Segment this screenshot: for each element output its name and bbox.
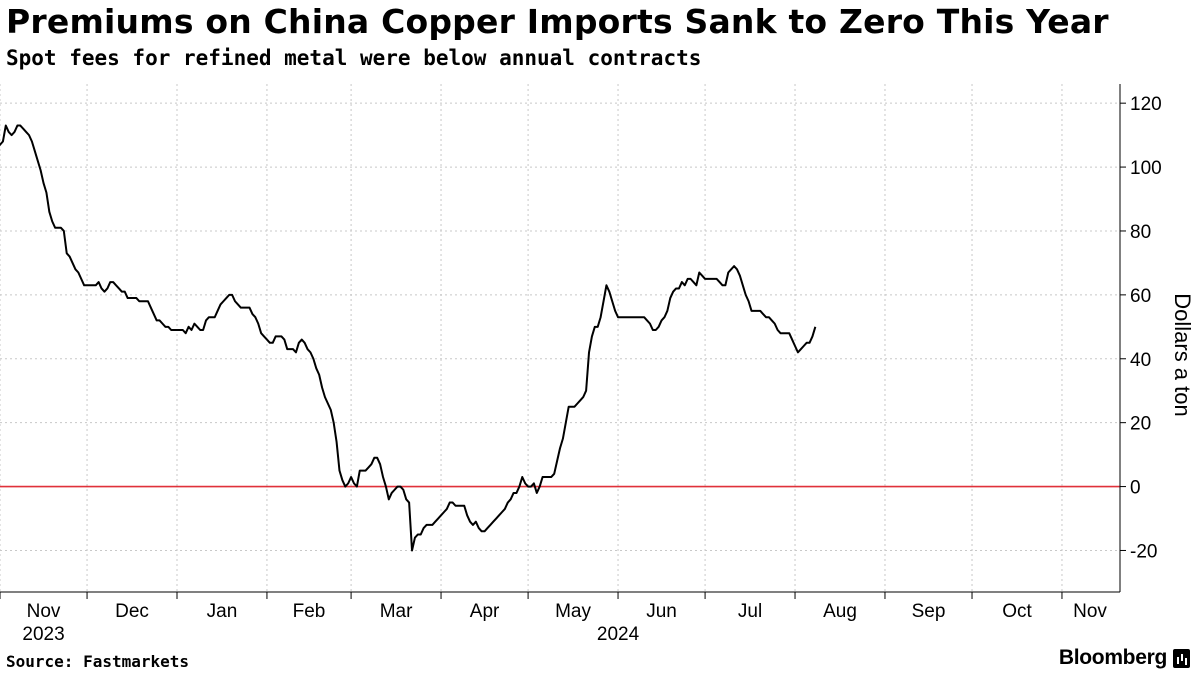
y-tick-label: 20 — [1130, 414, 1151, 435]
source-note: Source: Fastmarkets — [6, 652, 190, 671]
x-year-label: 2023 — [22, 624, 64, 645]
x-tick-label: Nov — [27, 601, 61, 622]
series-group — [0, 124, 817, 552]
x-tick-label: Sep — [912, 601, 946, 622]
chart-subtitle: Spot fees for refined metal were below a… — [6, 46, 702, 70]
x-tick-label: Oct — [1002, 601, 1032, 622]
chart-title: Premiums on China Copper Imports Sank to… — [6, 2, 1109, 41]
series-line — [0, 124, 817, 552]
x-tick-label: Dec — [115, 601, 149, 622]
terminal-icon — [1173, 648, 1190, 668]
y-axis: -20 0 20 40 60 80 100 120 — [1119, 84, 1162, 592]
x-tick-label: Feb — [293, 601, 326, 622]
y-tick-label: 120 — [1130, 94, 1162, 115]
y-tick-label: 100 — [1130, 158, 1162, 179]
x-tick-label: Apr — [470, 601, 500, 622]
x-tick-label: Jun — [646, 601, 677, 622]
x-tick-label: May — [555, 601, 591, 622]
gridlines — [0, 84, 1120, 592]
x-tick-label: Nov — [1073, 601, 1107, 622]
x-tick-label: Jan — [207, 601, 238, 622]
y-tick-label: 40 — [1130, 350, 1151, 371]
y-tick-label: 60 — [1130, 286, 1151, 307]
x-tick-label: Jul — [738, 601, 762, 622]
x-year-label: 2024 — [597, 624, 640, 645]
y-tick-label: 0 — [1130, 478, 1141, 499]
y-tick-label: -20 — [1130, 541, 1157, 562]
brand-logo: Bloomberg — [1059, 646, 1190, 670]
y-tick-label: 80 — [1130, 222, 1151, 243]
x-tick-label: Mar — [380, 601, 413, 622]
y-axis-title: Dollars a ton — [1170, 293, 1195, 417]
x-tick-label: Aug — [823, 601, 857, 622]
brand-name: Bloomberg — [1058, 646, 1167, 669]
x-axis: Nov Dec Jan Feb Mar Apr May Jun Jul Aug Sep Oct Nov2… — [0, 591, 1120, 645]
